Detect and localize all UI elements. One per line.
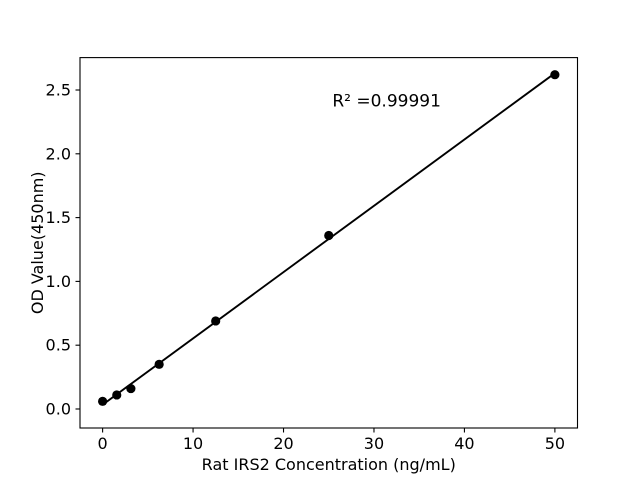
x-tick-label: 40	[454, 434, 474, 453]
data-point	[112, 390, 122, 400]
y-axis-label: OD Value(450nm)	[28, 171, 47, 314]
data-point	[211, 316, 221, 326]
x-axis-label: Rat IRS2 Concentration (ng/mL)	[202, 455, 456, 474]
x-axis-ticks: 0 10 20 30 40 50	[98, 428, 565, 453]
x-tick-label: 10	[183, 434, 203, 453]
data-point	[98, 396, 108, 406]
y-tick-label: 0.5	[46, 336, 71, 355]
data-point	[126, 383, 136, 394]
y-tick-label: 1.5	[46, 208, 71, 227]
y-axis-ticks: 0.0 0.5 1.0 1.5 2.0 2.5	[46, 81, 80, 418]
y-tick-label: 2.0	[46, 144, 71, 163]
data-point	[550, 70, 560, 80]
x-tick-label: 30	[364, 434, 384, 453]
x-tick-label: 0	[98, 434, 108, 453]
y-tick-label: 1.0	[46, 272, 71, 291]
y-tick-label: 0.0	[46, 399, 71, 418]
data-series	[98, 70, 560, 406]
plot-area-border	[79, 57, 579, 429]
data-point	[154, 359, 164, 369]
data-point	[324, 230, 334, 241]
r-squared-annotation: R² =0.99991	[332, 92, 441, 112]
y-tick-label: 2.5	[46, 81, 71, 100]
x-tick-label: 50	[545, 434, 565, 453]
x-tick-label: 20	[273, 434, 293, 453]
